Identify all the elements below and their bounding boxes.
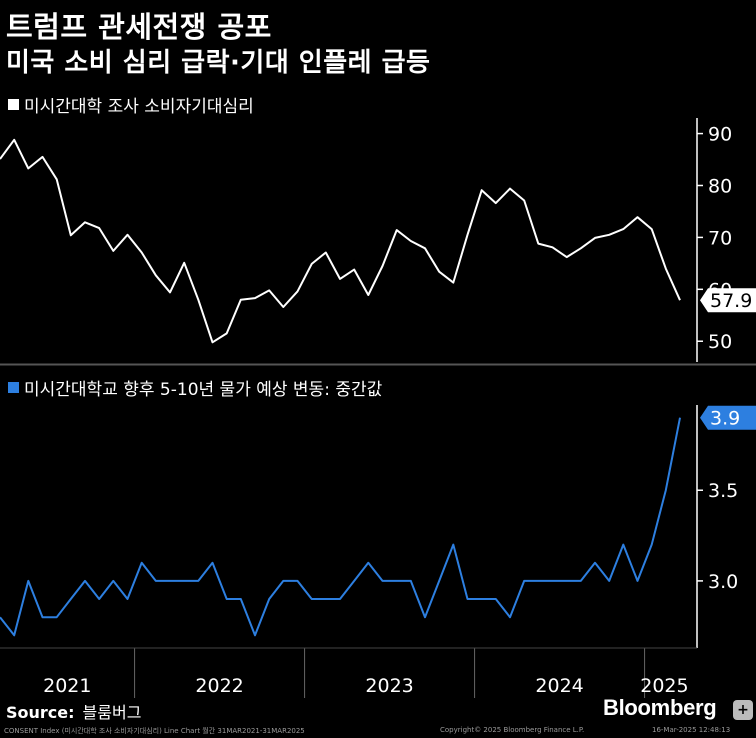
bottom-series-line [0,417,681,637]
top-last-value-flag [700,288,756,313]
x-tick-label: 2021 [43,675,91,697]
footer-timestamp: 16-Mar-2025 12:48:13 [652,726,731,734]
source-line: Source: 블룸버그 [6,699,141,723]
top-last-value-label: 57.9 [710,290,752,312]
x-tick-label: 2023 [365,675,413,697]
bottom-y-tick-label: 3.5 [708,480,738,502]
legend-top-swatch [8,99,19,110]
footer-index-note: CONSENT Index (미시간대학 조사 소비자기대심리) Line Ch… [4,727,305,735]
bloomberg-plus-icon: + [733,700,753,720]
top-y-tick-label: 80 [708,175,732,197]
legend-top-label: 미시간대학 조사 소비자기대심리 [24,97,254,117]
bottom-last-value-label: 3.9 [710,408,740,430]
top-y-tick-label: 50 [708,331,732,353]
footer-copyright: Copyright© 2025 Bloomberg Finance L.P. [440,726,585,734]
source-label: Source: [6,703,75,722]
top-y-tick-label: 90 [708,124,732,146]
legend-bottom-swatch [8,382,19,393]
source-value: 블룸버그 [82,703,142,722]
legend-top: 미시간대학 조사 소비자기대심리 [8,92,254,117]
top-y-tick-label: 70 [708,227,732,249]
x-tick-label: 2024 [535,675,583,697]
x-tick-label: 2022 [195,675,243,697]
top-series-line [0,138,681,344]
bloomberg-logo: Bloomberg [603,695,717,720]
bottom-y-tick-label: 3.0 [708,571,738,593]
chart-subtitle: 미국 소비 심리 급락·기대 인플레 급등 [6,48,431,78]
chart-title: 트럼프 관세전쟁 공포 [6,10,272,44]
legend-bottom: 미시간대학교 향후 5-10년 물가 예상 변동: 중간값 [8,375,382,400]
bottom-last-value-flag [700,405,756,430]
legend-bottom-label: 미시간대학교 향후 5-10년 물가 예상 변동: 중간값 [24,380,383,400]
x-tick-label: 2025 [640,675,688,697]
